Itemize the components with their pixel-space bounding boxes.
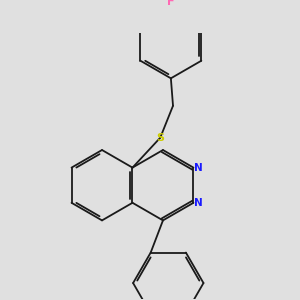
- Text: N: N: [194, 198, 203, 208]
- Text: F: F: [167, 0, 175, 7]
- Text: S: S: [156, 133, 164, 143]
- Text: N: N: [194, 163, 203, 172]
